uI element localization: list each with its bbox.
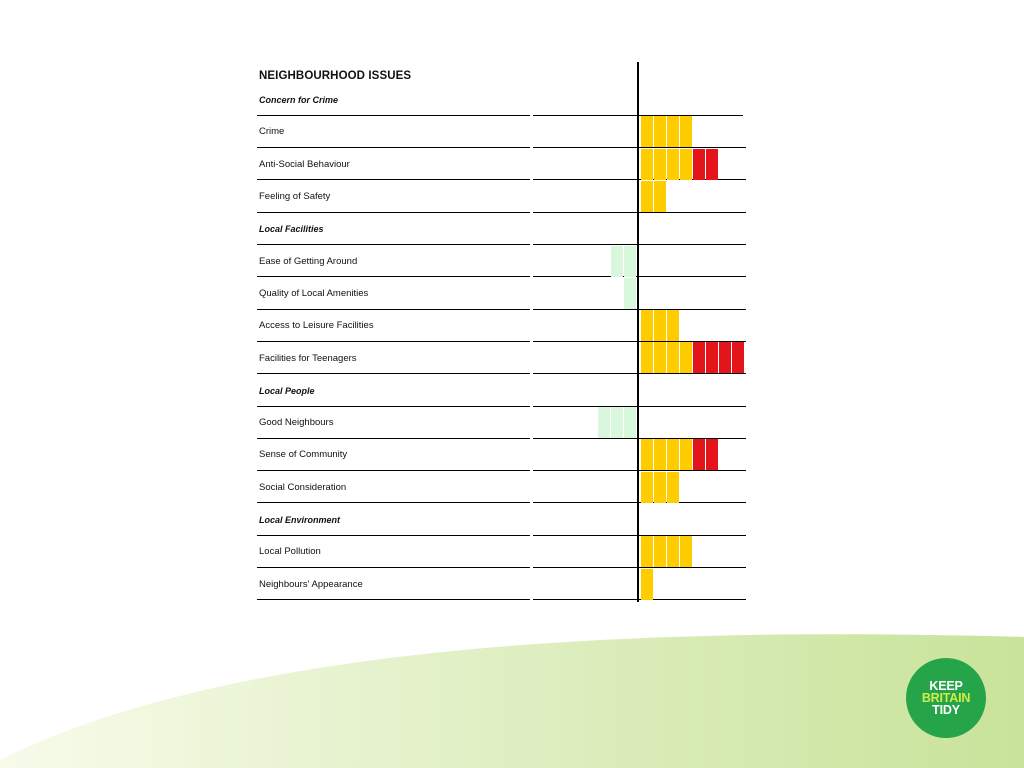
row-divider bbox=[257, 244, 530, 245]
row-label: Crime bbox=[259, 126, 285, 138]
positive-bar-block bbox=[706, 148, 718, 180]
positive-bar-block bbox=[719, 342, 731, 374]
row-divider bbox=[257, 373, 530, 375]
positive-bar-block bbox=[667, 116, 679, 148]
row-label: Feeling of Safety bbox=[259, 191, 331, 203]
positive-bar-block bbox=[667, 536, 679, 568]
positive-bar-block bbox=[706, 342, 718, 374]
positive-bar-block bbox=[732, 342, 744, 374]
row-label: Sense of Community bbox=[259, 449, 348, 461]
row-divider bbox=[257, 437, 530, 439]
positive-bar-block bbox=[680, 536, 692, 568]
row-divider bbox=[533, 405, 746, 407]
row-divider bbox=[533, 244, 746, 245]
positive-bar-block bbox=[667, 439, 679, 471]
row-divider bbox=[533, 276, 746, 278]
positive-bar-block bbox=[706, 439, 718, 471]
negative-bar-block bbox=[611, 407, 623, 438]
positive-bar-block bbox=[680, 439, 692, 471]
section-label: Local Facilities bbox=[259, 224, 324, 235]
positive-bar-block bbox=[641, 471, 653, 503]
background-wave-shape bbox=[0, 634, 1024, 768]
section-label: Concern for Crime bbox=[259, 95, 339, 106]
positive-bar-block bbox=[641, 342, 653, 374]
row-label: Good Neighbours bbox=[259, 417, 334, 429]
row-divider bbox=[533, 340, 746, 342]
row-label: Local Pollution bbox=[259, 546, 321, 558]
positive-bar-block bbox=[641, 116, 653, 148]
positive-bar-block bbox=[667, 310, 679, 342]
negative-bar-block bbox=[624, 245, 636, 277]
positive-bar-block bbox=[654, 116, 666, 148]
positive-bar-block bbox=[654, 180, 666, 212]
row-divider bbox=[257, 308, 530, 310]
row-divider bbox=[533, 373, 746, 375]
positive-bar-block bbox=[667, 342, 679, 374]
row-label: Neighbours' Appearance bbox=[259, 578, 363, 590]
row-divider bbox=[257, 179, 530, 181]
positive-bar-block bbox=[693, 439, 705, 471]
row-label: Social Consideration bbox=[259, 481, 347, 493]
positive-bar-block bbox=[654, 310, 666, 342]
zero-axis-line bbox=[637, 62, 639, 602]
positive-bar-block bbox=[667, 148, 679, 180]
row-divider bbox=[257, 502, 530, 504]
logo-text-tidy: TIDY bbox=[932, 703, 960, 717]
positive-bar-block bbox=[680, 148, 692, 180]
row-divider bbox=[533, 147, 746, 149]
row-divider bbox=[533, 599, 746, 601]
positive-bar-block bbox=[654, 536, 666, 568]
row-divider bbox=[533, 437, 746, 439]
row-divider bbox=[257, 534, 530, 536]
chart-title: NEIGHBOURHOOD ISSUES bbox=[259, 70, 412, 82]
row-label: Facilities for Teenagers bbox=[259, 352, 357, 364]
positive-bar-block bbox=[641, 536, 653, 568]
row-divider bbox=[257, 340, 530, 342]
negative-bar-block bbox=[624, 407, 636, 438]
row-divider bbox=[257, 567, 530, 568]
row-divider bbox=[257, 147, 530, 149]
positive-bar-block bbox=[641, 310, 653, 342]
row-divider bbox=[533, 534, 746, 536]
positive-bar-block bbox=[641, 568, 653, 600]
row-label: Ease of Getting Around bbox=[259, 255, 358, 267]
positive-bar-block bbox=[641, 180, 653, 212]
negative-bar-block bbox=[611, 245, 623, 277]
row-divider bbox=[257, 114, 530, 116]
negative-bar-block bbox=[598, 407, 610, 438]
row-label: Access to Leisure Facilities bbox=[259, 320, 374, 332]
positive-bar-block bbox=[641, 439, 653, 471]
positive-bar-block bbox=[654, 439, 666, 471]
row-label: Anti-Social Behaviour bbox=[259, 158, 350, 170]
section-label: Local Environment bbox=[259, 515, 341, 526]
row-divider bbox=[533, 211, 746, 213]
row-divider bbox=[257, 211, 530, 213]
row-divider bbox=[257, 405, 530, 407]
row-label: Quality of Local Amenities bbox=[259, 287, 369, 299]
row-divider bbox=[533, 567, 746, 568]
logo-text-keep: KEEP bbox=[929, 679, 963, 693]
positive-bar-block bbox=[654, 471, 666, 503]
positive-bar-block bbox=[667, 471, 679, 503]
positive-bar-block bbox=[654, 148, 666, 180]
row-divider bbox=[533, 470, 746, 472]
keep-britain-tidy-logo: KEEP BRITAIN TIDY bbox=[906, 658, 986, 738]
logo-text-britain: BRITAIN bbox=[921, 691, 971, 705]
negative-bar-block bbox=[624, 277, 636, 309]
row-divider bbox=[533, 308, 746, 310]
row-divider bbox=[257, 470, 530, 472]
positive-bar-block bbox=[680, 116, 692, 148]
row-divider bbox=[257, 276, 530, 278]
row-divider bbox=[257, 599, 530, 601]
positive-bar-block bbox=[641, 148, 653, 180]
positive-bar-block bbox=[693, 148, 705, 180]
positive-bar-block bbox=[693, 342, 705, 374]
section-label: Local People bbox=[259, 385, 315, 396]
row-divider bbox=[533, 502, 746, 504]
row-divider bbox=[533, 179, 746, 181]
positive-bar-block bbox=[654, 342, 666, 374]
positive-bar-block bbox=[680, 342, 692, 374]
